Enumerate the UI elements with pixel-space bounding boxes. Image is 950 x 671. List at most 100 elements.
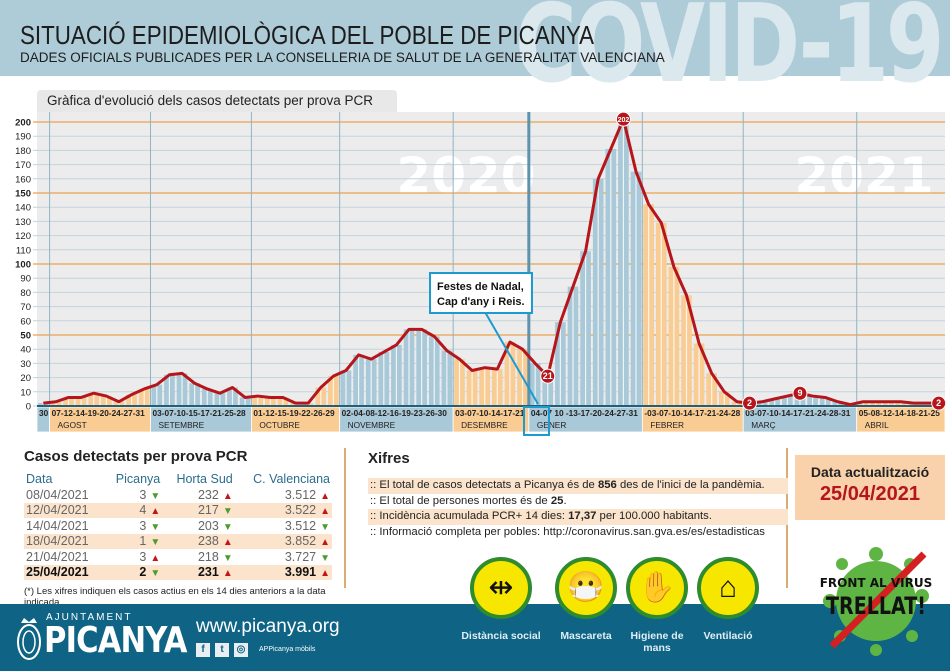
- distance-icon: ⇹: [470, 557, 532, 619]
- data-label-marker: [931, 395, 947, 411]
- coat-of-arms-icon: [17, 618, 41, 660]
- col-header: Horta Sud: [176, 472, 233, 486]
- mask-icon: 😷: [555, 557, 617, 619]
- table-row: 14/04/2021 3 ▼ 203 ▼ 3.512 ▼: [24, 518, 332, 534]
- website-link[interactable]: www.picanya.org: [196, 616, 340, 637]
- date-cell: 12/04/2021: [24, 502, 104, 518]
- x-tick-dates: 03-07-10-15-17-21-25-28: [153, 408, 247, 418]
- picanya-cell: 3 ▼: [139, 487, 161, 502]
- arrow-up-icon: ▲: [222, 490, 233, 502]
- app-link[interactable]: APPicanya mòbils: [259, 646, 316, 653]
- pcr-cases-table: Data Picanya Horta Sud C. Valenciana 08/…: [24, 471, 332, 580]
- date-cell: 18/04/2021: [24, 533, 104, 549]
- data-label-marker: [792, 385, 808, 401]
- y-tick-label: 130: [15, 217, 31, 228]
- y-tick-label: 50: [20, 331, 31, 342]
- y-tick-label: 30: [20, 359, 31, 370]
- x-tick-dates: 30: [39, 408, 49, 418]
- arrow-up-icon: ▲: [320, 490, 330, 502]
- y-tick-label: 180: [15, 146, 31, 157]
- y-tick-label: 190: [15, 132, 31, 143]
- table-row: 25/04/2021 2 ▼ 231 ▲ 3.991 ▲: [24, 564, 332, 580]
- y-tick-label: 0: [26, 402, 31, 413]
- date-cell: 08/04/2021: [26, 487, 89, 502]
- x-tick-dates: -03-07-10-14-17-21-24-28: [644, 408, 740, 418]
- annotation-text: Cap d'any i Reis.: [437, 296, 525, 308]
- cases-chart: 2020 2021 0 10 20 30 40 50 60 70 80 90 100 110 120 130 1…: [15, 111, 947, 436]
- y-tick-label: 100: [15, 260, 31, 271]
- footer-banner: [0, 604, 950, 671]
- update-label: Data actualització: [810, 464, 930, 480]
- y-tick-label: 140: [15, 203, 31, 214]
- table-row: 21/04/2021 3 ▲ 218 ▼ 3.727 ▼: [24, 549, 332, 565]
- month-label: NOVEMBRE: [348, 420, 396, 430]
- plot-area: [37, 112, 945, 406]
- arrow-up-icon: ▲: [222, 537, 233, 549]
- x-tick-dates: 04-07 10 -13-17-20-24-27-31: [531, 408, 638, 418]
- month-label: MARÇ: [751, 420, 775, 430]
- arrow-up-icon: ▲: [150, 552, 161, 564]
- table-note: (*) Les xifres indiquen els casos actius…: [24, 586, 326, 608]
- arrow-down-icon: ▼: [222, 521, 233, 533]
- date-cell: 25/04/2021: [24, 564, 104, 580]
- cv-cell: 3.852 ▲: [234, 533, 332, 549]
- arrow-down-icon: ▼: [150, 537, 161, 549]
- arrow-down-icon: ▼: [320, 552, 330, 564]
- picanya-cell: 2 ▼: [104, 564, 163, 580]
- data-label: 9: [797, 388, 802, 398]
- cv-cell: 3.522 ▲: [234, 502, 332, 518]
- arrow-up-icon: ▲: [320, 537, 330, 549]
- y-tick-label: 60: [20, 316, 31, 327]
- data-label: 21: [543, 371, 553, 381]
- arrow-down-icon: ▼: [222, 506, 233, 518]
- page-title: SITUACIÓ EPIDEMIOLÒGICA DEL POBLE DE PIC…: [20, 20, 595, 50]
- month-label: FEBRER: [650, 420, 684, 430]
- month-cell: [742, 406, 858, 433]
- measure-label: Mascareta: [560, 630, 612, 642]
- date-cell: 14/04/2021: [26, 518, 89, 533]
- data-label-marker: [742, 395, 758, 411]
- y-tick-label: 160: [15, 174, 31, 185]
- update-date: 25/04/2021: [819, 483, 921, 505]
- month-label: ABRIL: [865, 420, 889, 430]
- measure-label: Distància social: [461, 630, 541, 642]
- arrow-up-icon: ▲: [320, 568, 330, 580]
- measure-label: Ventilació: [703, 630, 753, 642]
- table-row: 18/04/2021 1 ▼ 238 ▲ 3.852 ▲: [24, 533, 332, 549]
- month-label: GENER: [537, 420, 567, 430]
- page-subtitle: DADES OFICIALS PUBLICADES PER LA CONSELL…: [20, 50, 665, 65]
- col-header: C. Valenciana: [253, 472, 330, 486]
- annotation-text: Festes de Nadal,: [437, 281, 524, 293]
- instagram-icon[interactable]: ◎: [234, 643, 248, 657]
- data-label-marker: [540, 368, 556, 384]
- col-header: Data: [26, 472, 53, 486]
- horta-sud-cell: 218 ▼: [197, 549, 233, 564]
- ventilation-icon: ⌂: [697, 557, 759, 619]
- cases-line: [43, 117, 939, 407]
- holiday-highlight: [523, 406, 550, 436]
- figures-title: Xifres: [368, 450, 410, 467]
- month-label: AGOST: [58, 420, 87, 430]
- table-row: 12/04/2021 4 ▲ 217 ▼ 3.522 ▲: [24, 502, 332, 518]
- svg-text:TRELLAT!: TRELLAT!: [826, 592, 926, 620]
- arrow-down-icon: ▼: [222, 552, 233, 564]
- facebook-icon[interactable]: f: [196, 643, 210, 657]
- arrow-up-icon: ▲: [150, 506, 161, 518]
- table-row: 08/04/2021 3 ▼ 232 ▲ 3.512 ▲: [24, 487, 332, 503]
- horta-sud-cell: 232 ▲: [197, 487, 233, 502]
- picanya-cell: 3 ▲: [139, 549, 161, 564]
- picanya-cell: 4 ▲: [104, 502, 163, 518]
- month-cell: [641, 406, 744, 433]
- y-tick-label: 200: [15, 118, 31, 129]
- y-tick-label: 170: [15, 160, 31, 171]
- cv-cell: 3.727 ▼: [284, 549, 330, 564]
- y-tick-label: 90: [20, 274, 31, 285]
- y-tick-label: 20: [20, 373, 31, 384]
- twitter-icon[interactable]: t: [215, 643, 229, 657]
- month-cell: [339, 406, 454, 433]
- date-cell: 21/04/2021: [26, 549, 89, 564]
- month-cell: [856, 406, 946, 433]
- picanya-cell: 3 ▼: [139, 518, 161, 533]
- pcr-cases-table-section: Casos detectats per prova PCR Data Pican…: [24, 448, 334, 608]
- arrow-up-icon: ▲: [320, 506, 330, 518]
